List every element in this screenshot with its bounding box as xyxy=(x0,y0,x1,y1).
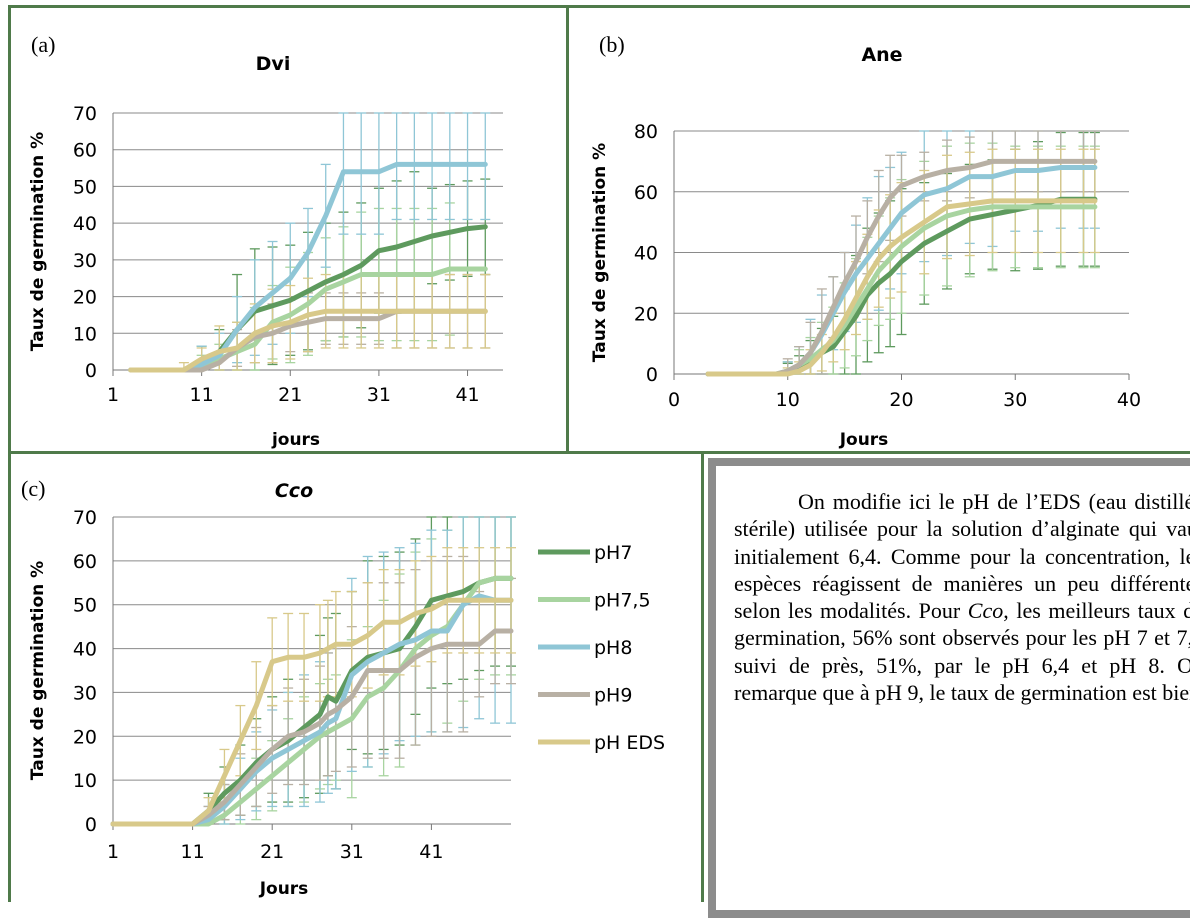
x-tick-label-41: 41 xyxy=(455,384,479,406)
x-axis-label: Jours xyxy=(259,879,309,899)
panel-b: (b) 0 20 40 60 80 0 10 20 30 40 Ane Jours Taux de ge… xyxy=(566,5,1190,454)
x-tick-label-31: 31 xyxy=(367,384,391,406)
y-axis-label: Taux de germination % xyxy=(28,132,48,351)
x-tick-label-20: 20 xyxy=(889,389,913,411)
y-tick-label-80: 80 xyxy=(634,121,658,143)
x-tick-label-11: 11 xyxy=(190,384,214,406)
y-tick-label-60: 60 xyxy=(634,182,658,204)
y-axis-label: Taux de germination % xyxy=(590,143,610,362)
series-line-ph7 xyxy=(110,575,514,827)
x-tick-label-11: 11 xyxy=(181,841,205,863)
panel-c: (c) 0 10 20 30 40 50 60 70 1 11 21 31 41 Cco Jours Taux… xyxy=(8,451,704,902)
legend-label-ph7: pH7 xyxy=(594,542,632,564)
chart-ane: 0 20 40 60 80 0 10 20 30 40 Ane Jours Taux de germin… xyxy=(590,44,1141,450)
y-tick-label-50: 50 xyxy=(73,176,97,198)
x-tick-label-1: 1 xyxy=(107,841,119,863)
y-tick-label-0: 0 xyxy=(85,360,97,382)
panel-label-b: (b) xyxy=(599,32,625,57)
series-line-ph-eds xyxy=(128,308,488,373)
y-tick-label-40: 40 xyxy=(73,639,97,661)
series-line-ph9 xyxy=(110,628,514,827)
x-tick-label-0: 0 xyxy=(668,389,680,411)
y-tick-label-50: 50 xyxy=(73,595,97,617)
y-tick-label-40: 40 xyxy=(73,213,97,235)
x-tick-label-31: 31 xyxy=(340,841,364,863)
y-tick-label-10: 10 xyxy=(73,770,97,792)
y-axis-label: Taux de germination % xyxy=(28,561,48,780)
y-tick-label-40: 40 xyxy=(634,243,658,265)
y-tick-label-30: 30 xyxy=(73,250,97,272)
panel-label-c: (c) xyxy=(21,476,46,501)
series-line-ph-eds xyxy=(705,198,1098,377)
panel-label-a: (a) xyxy=(31,32,56,57)
y-tick-label-0: 0 xyxy=(85,814,97,836)
x-tick-label-21: 21 xyxy=(260,841,284,863)
y-tick-label-70: 70 xyxy=(73,103,97,125)
y-tick-label-10: 10 xyxy=(73,323,97,345)
legend-label-ph8: pH8 xyxy=(594,637,632,659)
x-tick-label-1: 1 xyxy=(107,384,119,406)
chart-title: Dvi xyxy=(256,53,291,75)
x-tick-label-40: 40 xyxy=(1117,389,1141,411)
paragraph-part2: , les meilleurs taux de germination, 56%… xyxy=(734,598,1190,706)
y-tick-label-20: 20 xyxy=(73,726,97,748)
legend-label-ph-eds: pH EDS xyxy=(594,732,665,754)
y-tick-label-70: 70 xyxy=(73,507,97,529)
series-line-ph7-5 xyxy=(110,575,514,827)
y-tick-label-60: 60 xyxy=(73,551,97,573)
legend-label-ph9: pH9 xyxy=(594,685,632,707)
series-line-ph8 xyxy=(110,593,514,827)
paragraph-part1: On modifie ici le pH de l’EDS (eau disti… xyxy=(734,489,1190,624)
y-tick-label-30: 30 xyxy=(73,682,97,704)
x-tick-label-10: 10 xyxy=(776,389,800,411)
y-tick-label-20: 20 xyxy=(73,287,97,309)
series-line-ph-eds xyxy=(110,597,514,827)
x-tick-label-30: 30 xyxy=(1003,389,1027,411)
x-axis-label: jours xyxy=(271,430,320,450)
y-tick-label-20: 20 xyxy=(634,303,658,325)
chart-title: Ane xyxy=(861,44,902,66)
text-box: On modifie ici le pH de l’EDS (eau disti… xyxy=(708,458,1190,918)
y-tick-label-0: 0 xyxy=(646,364,658,386)
y-tick-label-60: 60 xyxy=(73,140,97,162)
paragraph: On modifie ici le pH de l’EDS (eau disti… xyxy=(734,488,1190,706)
x-tick-label-21: 21 xyxy=(278,384,302,406)
legend-label-ph7-5: pH7,5 xyxy=(594,590,651,612)
paragraph-species: Cco xyxy=(967,598,1004,624)
x-axis-label: Jours xyxy=(839,430,889,450)
chart-title: Cco xyxy=(275,480,313,502)
panel-a: (a) 0 10 20 30 40 50 60 70 1 11 21 31 41 Dvi jours Taux… xyxy=(8,5,569,454)
x-tick-label-41: 41 xyxy=(419,841,443,863)
